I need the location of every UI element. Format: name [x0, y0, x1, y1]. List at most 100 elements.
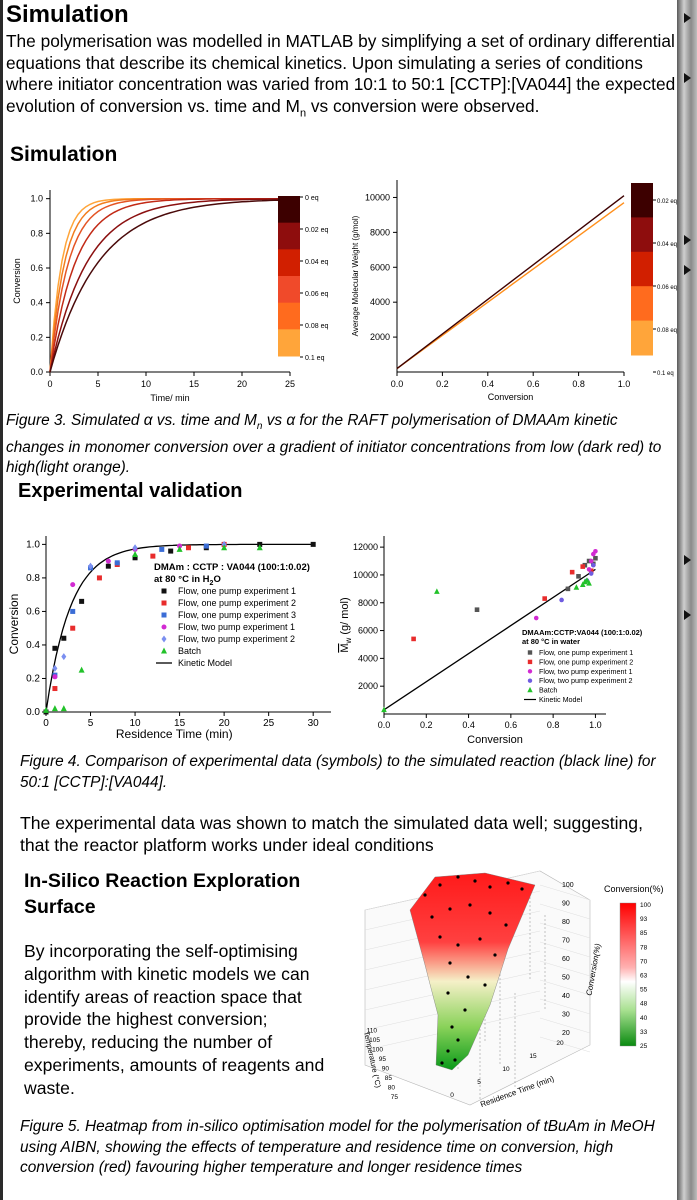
data-point — [559, 597, 564, 603]
scroll-arrow-icon[interactable] — [684, 610, 691, 620]
grid-line — [539, 979, 591, 996]
y-axis-label: Conversion — [12, 258, 22, 304]
legend-label: Flow, one pump experiment 1 — [178, 586, 296, 596]
data-point — [176, 545, 183, 552]
colorbar-label: 93 — [640, 916, 648, 923]
vertical-scrollbar[interactable] — [677, 0, 697, 1200]
series-line-0.04-eq — [49, 197, 290, 373]
y-tick-label: 90 — [382, 1066, 390, 1073]
x-tick-label: 0.4 — [482, 379, 495, 389]
colorbar-segment — [631, 320, 653, 356]
z-tick-label: 20 — [562, 1030, 570, 1037]
scroll-arrow-icon[interactable] — [684, 235, 691, 245]
data-point — [591, 562, 596, 568]
legend-swatch — [527, 669, 533, 674]
legend-swatch — [161, 624, 167, 630]
data-point — [60, 705, 67, 712]
data-point — [565, 586, 571, 592]
colorbar-label: 78 — [640, 944, 648, 951]
data-point — [580, 564, 586, 569]
chart-annotation-subtitle: at 80 °C in water — [522, 637, 580, 646]
z-tick-label: 100 — [562, 882, 574, 889]
x-tick-label: 0.2 — [420, 720, 433, 730]
y-tick-label: 75 — [391, 1094, 399, 1101]
data-point — [88, 562, 94, 570]
y-tick-label: 6000 — [358, 626, 378, 636]
surface-point — [488, 885, 492, 889]
z-tick-label: 50 — [562, 975, 570, 982]
scroll-arrow-icon[interactable] — [684, 73, 691, 83]
grid-line — [539, 941, 591, 958]
colorbar-segment — [278, 222, 300, 250]
y-tick-label: 4000 — [358, 653, 378, 663]
y-tick-label: 100 — [372, 1047, 383, 1054]
series-line-0-eq — [49, 199, 291, 373]
surface-point — [446, 1049, 450, 1053]
figure3-molecular-weight-chart: 0.0 0.2 0.4 0.6 0.8 1.0 2000 4000 6000 8000 10000 C… — [351, 180, 677, 402]
surface-point — [423, 893, 427, 897]
data-point — [114, 560, 120, 566]
response-surface — [409, 872, 536, 1071]
y-tick-label: 85 — [385, 1075, 393, 1082]
data-point — [96, 575, 102, 581]
series-line-0.1-eq — [396, 202, 625, 370]
grid-line — [539, 922, 591, 939]
chart-annotation-title: DMAAm:CCTP:VA044 (100:1:0.02) — [522, 628, 643, 637]
legend-label: Flow, two pump experiment 1 — [539, 667, 632, 676]
experimental-paragraph: The experimental data was shown to match… — [20, 813, 643, 856]
x-tick-label: 0 — [47, 379, 52, 389]
colorbar-label: 55 — [640, 987, 648, 994]
z-tick-label: 80 — [562, 919, 570, 926]
data-point — [70, 582, 76, 588]
y-axis-label: Mw (g/ mol) — [339, 597, 353, 652]
data-point — [70, 608, 76, 614]
x-tick-label: 10 — [502, 1066, 510, 1073]
y-tick-label: 4000 — [370, 297, 390, 307]
scroll-arrow-icon[interactable] — [684, 265, 691, 275]
y-tick-label: 10000 — [353, 570, 378, 580]
data-point — [434, 588, 440, 594]
colorbar-label: 0.1 eq — [657, 371, 674, 377]
x-tick-label: 25 — [285, 379, 295, 389]
figure5-caption: Figure 5. Heatmap from in-silico optimis… — [20, 1118, 655, 1177]
surface-point — [466, 975, 470, 979]
figure3-conversion-chart: 0 5 10 15 20 25 0.0 0.2 0.4 0.6 0.8 1.0 Time/ min Con… — [12, 190, 328, 403]
y-tick-label: 0.4 — [30, 298, 43, 308]
x-tick-label: 0.8 — [547, 720, 560, 730]
x-tick-label: 15 — [174, 718, 186, 729]
colorbar-label: 48 — [640, 1001, 648, 1008]
y-tick-label: 110 — [367, 1028, 378, 1035]
data-point — [588, 571, 594, 576]
surface-point — [520, 887, 524, 891]
figure4-conversion-chart: 0 5 10 15 20 25 30 0.0 0.2 0.4 0.6 0.8 1.0 Residence … — [7, 536, 331, 741]
colorbar-label: 0.02 eq — [657, 199, 677, 205]
colorbar-label: 0.06 eq — [305, 291, 328, 298]
data-point — [52, 686, 58, 692]
colorbar-label: 0.06 eq — [657, 285, 677, 291]
section-heading-experimental: Experimental validation — [18, 480, 243, 502]
x-tick-label: 0.2 — [436, 379, 449, 389]
series-line-0.06-eq — [49, 197, 290, 373]
surface-point — [483, 983, 487, 987]
surface-point — [456, 1038, 460, 1042]
legend-swatch — [527, 678, 533, 683]
colorbar-segment — [631, 251, 653, 287]
data-point — [310, 541, 316, 547]
scroll-arrow-icon[interactable] — [684, 13, 691, 23]
x-tick-label: 5 — [477, 1079, 481, 1086]
data-point — [168, 548, 174, 554]
x-axis-label: Time/ min — [150, 393, 189, 403]
data-point — [52, 645, 58, 651]
colorbar-label: 100 — [640, 902, 651, 909]
data-point — [159, 546, 165, 552]
x-tick-label: 1.0 — [589, 720, 602, 730]
data-point — [52, 674, 58, 680]
y-tick-label: 1.0 — [30, 194, 43, 204]
y-tick-label: 0.0 — [30, 367, 43, 377]
data-point — [105, 558, 111, 564]
z-tick-label: 70 — [562, 938, 570, 945]
section-heading-simulation: Simulation — [10, 143, 118, 166]
colorbar-label: 40 — [640, 1015, 648, 1022]
grid-line — [539, 903, 591, 920]
scroll-arrow-icon[interactable] — [684, 555, 691, 565]
